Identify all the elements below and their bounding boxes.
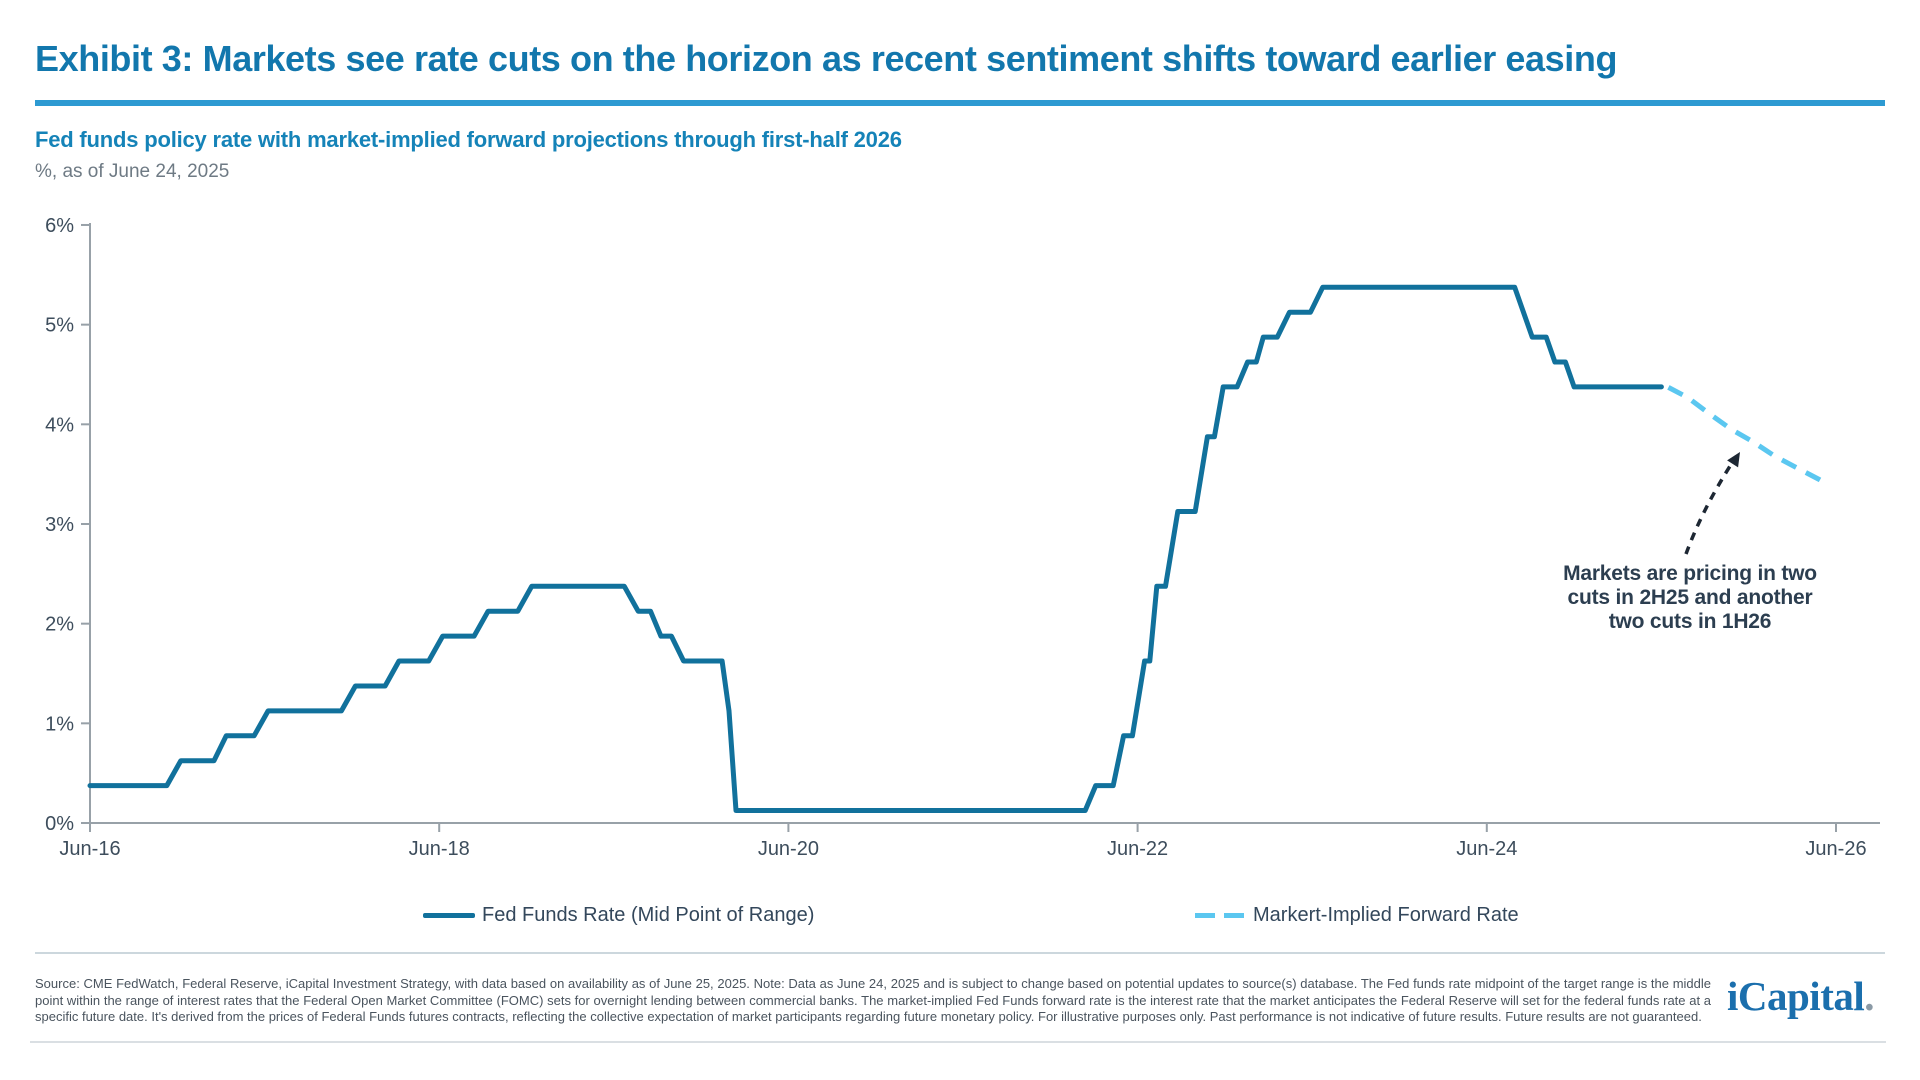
logo-period: .: [1864, 973, 1874, 1019]
svg-text:6%: 6%: [45, 215, 74, 237]
annotation-arrow-icon: [1684, 452, 1740, 555]
title-underline-rule: [35, 100, 1885, 106]
chart-units-caption: %, as of June 24, 2025: [35, 161, 230, 182]
svg-text:5%: 5%: [45, 315, 74, 337]
svg-text:Jun-26: Jun-26: [1805, 838, 1866, 860]
svg-text:Jun-22: Jun-22: [1107, 838, 1168, 860]
legend-item-fed-funds: Fed Funds Rate (Mid Point of Range): [423, 903, 814, 927]
dashed-line-swatch-icon: [1195, 912, 1244, 918]
solid-line-swatch-icon: [423, 912, 475, 918]
svg-text:0%: 0%: [45, 813, 74, 835]
legend-label: Fed Funds Rate (Mid Point of Range): [482, 903, 815, 926]
icapital-logo: iCapital.: [1727, 973, 1874, 1019]
svg-text:Jun-16: Jun-16: [59, 838, 120, 860]
source-disclosure-text: Source: CME FedWatch, Federal Reserve, i…: [35, 976, 1711, 1025]
chart-annotation: Markets are pricing in two cuts in 2H25 …: [1540, 562, 1840, 634]
svg-text:2%: 2%: [45, 614, 74, 636]
footer-top-divider: [35, 952, 1885, 954]
page-title: Exhibit 3: Markets see rate cuts on the …: [35, 38, 1618, 79]
svg-text:4%: 4%: [45, 414, 74, 436]
annotation-line: cuts in 2H25 and another: [1567, 586, 1813, 609]
chart-axes: 0% 1% 2% 3% 4% 5% 6% Jun-16 Jun-18 Jun-20 Jun-22 Ju…: [45, 215, 1880, 860]
legend-label: Markert-Implied Forward Rate: [1253, 903, 1519, 926]
chart-subtitle: Fed funds policy rate with market-implie…: [35, 127, 902, 152]
legend-item-forward-rate: Markert-Implied Forward Rate: [1195, 903, 1519, 927]
page-bottom-divider: [30, 1041, 1886, 1043]
svg-text:1%: 1%: [45, 713, 74, 735]
svg-text:3%: 3%: [45, 514, 74, 536]
annotation-line: two cuts in 1H26: [1608, 610, 1772, 633]
svg-text:Jun-20: Jun-20: [758, 838, 819, 860]
annotation-line: Markets are pricing in two: [1563, 562, 1817, 585]
svg-text:Jun-24: Jun-24: [1456, 838, 1517, 860]
svg-text:Jun-18: Jun-18: [409, 838, 470, 860]
chart-series-lines: [87, 284, 1829, 813]
